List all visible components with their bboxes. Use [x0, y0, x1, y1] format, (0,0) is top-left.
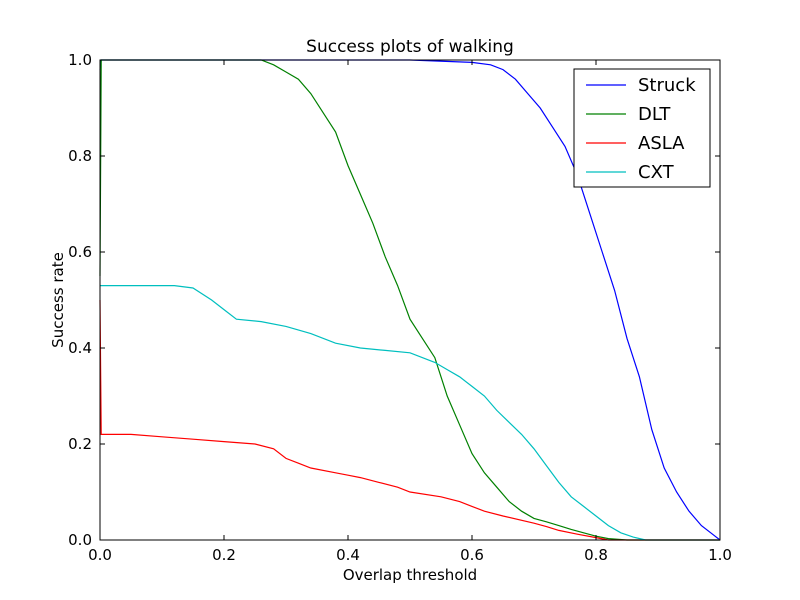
plot-frame [99, 59, 721, 541]
y-axis-label: Success rate [49, 252, 67, 348]
chart-title: Success plots of walking [306, 37, 514, 57]
x-axis-label: Overlap threshold [343, 566, 477, 584]
series-line-dlt [99, 59, 720, 541]
legend-label-dlt: DLT [638, 104, 671, 125]
y-tick-label: 0.2 [68, 435, 92, 453]
series-line-cxt [100, 285, 720, 541]
legend-label-struck: Struck [638, 75, 696, 96]
y-tick-label: 0.6 [68, 243, 92, 261]
y-tick-label: 0.0 [68, 531, 92, 549]
legend: Struck DLT ASLA CXT [573, 68, 711, 188]
y-tick-label: 0.8 [68, 147, 92, 165]
y-tick-label: 1.0 [68, 51, 92, 69]
y-axis: 0.0 0.2 0.4 0.6 0.8 1.0 [68, 51, 720, 549]
series-line-asla [99, 299, 720, 541]
x-tick-label: 0.2 [212, 546, 236, 564]
x-tick-label: 0.0 [88, 546, 112, 564]
x-axis: 0.0 0.2 0.4 0.6 0.8 1.0 [88, 60, 732, 564]
legend-label-cxt: CXT [638, 162, 675, 183]
x-tick-label: 0.8 [584, 546, 608, 564]
x-tick-label: 0.6 [460, 546, 484, 564]
x-tick-label: 1.0 [708, 546, 732, 564]
x-tick-label: 0.4 [336, 546, 360, 564]
legend-box [573, 68, 711, 188]
y-tick-label: 0.4 [68, 339, 92, 357]
legend-label-asla: ASLA [638, 133, 685, 154]
